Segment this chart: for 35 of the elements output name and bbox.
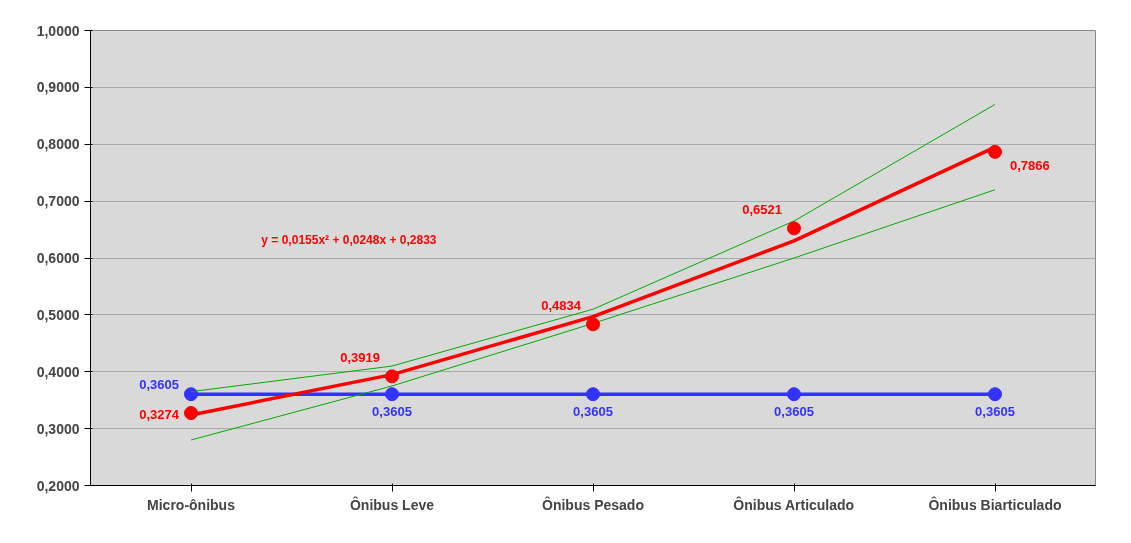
point [787, 221, 801, 236]
data-label: 0,3605 [774, 404, 814, 420]
y-tick-label: 0,5000 [36, 306, 80, 323]
data-label: 0,3919 [340, 350, 380, 366]
point [988, 144, 1002, 159]
data-label: 0,6521 [742, 202, 782, 218]
data-label: 0,3605 [975, 404, 1015, 420]
x-tick-label: Ônibus Leve [349, 495, 435, 513]
point [988, 387, 1002, 402]
y-tick-label: 0,2000 [36, 477, 80, 494]
y-tick-label: 1,0000 [36, 22, 80, 39]
x-tick-label: Ônibus Biarticulado [928, 495, 1062, 513]
data-label: 0,3605 [573, 404, 613, 420]
point [787, 387, 801, 402]
point [184, 387, 198, 402]
y-tick-label: 0,8000 [36, 136, 80, 153]
point [385, 369, 399, 384]
y-tick-label: 0,9000 [36, 79, 80, 96]
x-tick-label: Ônibus Articulado [733, 495, 855, 513]
data-label: 0,3605 [372, 404, 412, 420]
point [385, 387, 399, 402]
point [586, 317, 600, 332]
y-tick-label: 0,3000 [36, 420, 80, 437]
data-label: 0,7866 [1010, 157, 1050, 173]
data-label: 0,4834 [541, 298, 582, 314]
x-tick-label: Ônibus Pesado [542, 495, 644, 513]
x-tick-label: Micro-ônibus [147, 496, 236, 513]
point [184, 406, 198, 421]
point [586, 387, 600, 402]
data-label: 0,3605 [139, 377, 179, 393]
annotation: y = 0,0155x² + 0,0248x + 0,2833 [261, 232, 437, 247]
y-tick-label: 0,7000 [36, 193, 80, 210]
y-tick-label: 0,4000 [36, 363, 80, 380]
data-label: 0,3274 [139, 407, 180, 423]
y-tick-label: 0,6000 [36, 250, 80, 266]
